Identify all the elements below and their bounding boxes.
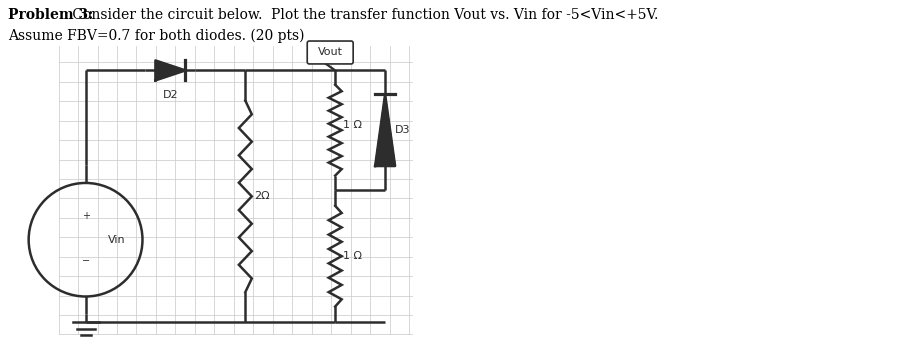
- Text: 2Ω: 2Ω: [254, 191, 270, 201]
- Text: −: −: [82, 256, 90, 266]
- Text: D3: D3: [395, 125, 411, 135]
- Text: Consider the circuit below.  Plot the transfer function Vout vs. Vin for -5<Vin<: Consider the circuit below. Plot the tra…: [68, 8, 658, 22]
- Text: +: +: [82, 211, 90, 221]
- Text: 1 Ω: 1 Ω: [343, 251, 362, 261]
- Text: Assume FBV=0.7 for both diodes. (20 pts): Assume FBV=0.7 for both diodes. (20 pts): [7, 29, 304, 43]
- Text: D2: D2: [162, 90, 178, 100]
- Polygon shape: [375, 94, 395, 166]
- Polygon shape: [156, 60, 185, 80]
- Text: Problem 3:: Problem 3:: [7, 8, 93, 22]
- Text: Vin: Vin: [107, 235, 125, 245]
- Text: 1 Ω: 1 Ω: [343, 120, 362, 130]
- FancyBboxPatch shape: [307, 41, 353, 64]
- Text: Vout: Vout: [317, 48, 343, 58]
